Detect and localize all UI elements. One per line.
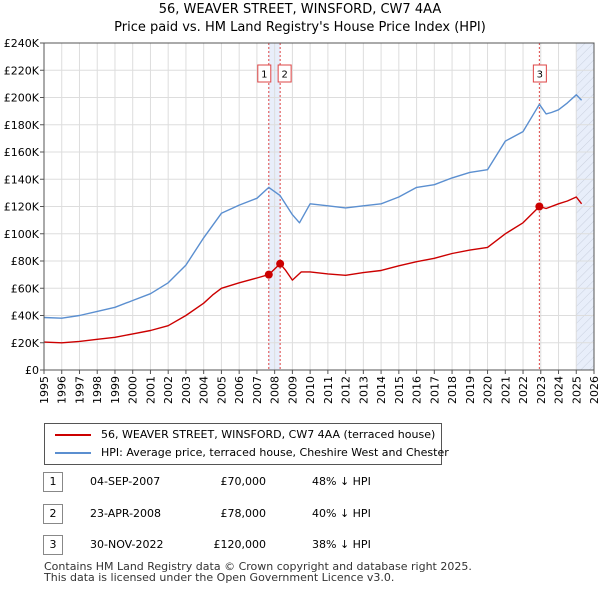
transaction-price: £70,000 [220,475,267,488]
x-tick-label: 2018 [446,376,459,404]
marker-number: 2 [281,70,287,81]
transaction-price: £78,000 [220,507,267,520]
chart-area: 1 2 3 £0 £20K £40K £60K £80K £100K £120K £140K £16… [4,37,600,404]
marker-label: 2 [277,64,292,83]
transaction-date: 04-SEP-2007 [90,475,161,488]
marker-number: 1 [261,70,267,81]
x-tick-label: 2015 [393,376,406,404]
marker-number: 3 [537,70,543,81]
marker-box [257,64,272,83]
transaction-number: 3 [43,535,63,555]
transaction-hpi: 48% ↓ HPI [312,475,371,488]
x-tick-label: 2005 [215,376,228,404]
x-tick-label: 2012 [340,376,353,404]
x-tick-label: 2024 [553,376,566,404]
x-tick-label: 2023 [535,376,548,404]
y-tick-label: £240K [4,37,40,50]
legend-price-swatch [55,434,91,436]
x-tick-label: 2026 [588,376,600,404]
x-tick-label: 2003 [180,376,193,404]
x-tick-label: 2004 [198,376,211,404]
x-tick-label: 2006 [233,376,246,404]
y-tick-label: £220K [4,64,40,77]
x-tick-label: 2009 [286,376,299,404]
transaction-row: 2 23-APR-2008 £78,000 40% ↓ HPI [0,498,600,530]
x-tick-label: 1996 [56,376,69,404]
marker-box [532,64,547,83]
legend-hpi-label: HPI: Average price, terraced house, Ches… [101,446,449,459]
x-tick-label: 2025 [570,376,583,404]
x-tick-label: 2011 [322,376,335,404]
transaction-date: 30-NOV-2022 [90,538,164,551]
transaction-date: 23-APR-2008 [90,507,162,520]
x-tick-label: 2007 [251,376,264,404]
x-tick-label: 1998 [91,376,104,404]
transaction-row: 3 30-NOV-2022 £120,000 38% ↓ HPI [0,529,600,561]
price-line [43,196,583,344]
y-tick-label: £40K [11,310,40,323]
sale-point [535,202,544,211]
transaction-row: 1 04-SEP-2007 £70,000 48% ↓ HPI [0,466,600,498]
legend: 56, WEAVER STREET, WINSFORD, CW7 4AA (te… [44,423,449,465]
transaction-price: £120,000 [213,538,267,551]
marker-box [277,64,292,83]
y-tick-label: £100K [4,228,40,241]
y-tick-label: £0 [25,364,39,377]
x-tick-label: 2001 [144,376,157,404]
marker-label: 3 [532,64,547,83]
chart-subtitle: Price paid vs. HM Land Registry's House … [114,20,486,35]
x-tick-label: 2021 [499,376,512,404]
x-tick-label: 2008 [269,376,282,404]
legend-price-label: 56, WEAVER STREET, WINSFORD, CW7 4AA (te… [101,428,436,441]
y-tick-label: £140K [4,173,40,186]
sale-point [264,270,273,279]
y-tick-label: £80K [11,255,40,268]
x-tick-label: 2017 [428,376,441,404]
transaction-hpi: 40% ↓ HPI [312,507,371,520]
x-tick-label: 2013 [357,376,370,404]
x-tick-label: 2010 [304,376,317,404]
x-tick-label: 1999 [109,376,122,404]
transaction-number: 1 [43,472,63,492]
chart-title: 56, WEAVER STREET, WINSFORD, CW7 4AA [158,2,442,17]
x-tick-label: 2019 [464,376,477,404]
transaction-hpi: 38% ↓ HPI [312,538,371,551]
y-tick-label: £200K [4,92,40,105]
y-tick-label: £120K [4,201,40,214]
x-tick-label: 2020 [482,376,495,404]
y-tick-label: £20K [11,337,40,350]
y-tick-label: £160K [4,146,40,159]
x-tick-label: 2000 [127,376,140,404]
x-tick-label: 2016 [411,376,424,404]
footer-copyright: Contains HM Land Registry data © Crown c… [44,560,472,573]
legend-hpi-swatch [55,452,91,454]
y-tick-label: £60K [11,282,40,295]
sale-point [276,259,285,268]
x-tick-label: 2014 [375,376,388,404]
x-tick-label: 1997 [73,376,86,404]
transaction-number: 2 [43,504,63,524]
marker-label: 1 [257,64,272,83]
y-tick-label: £180K [4,119,40,132]
footer-licence: This data is licensed under the Open Gov… [44,571,395,584]
x-tick-label: 1995 [38,376,51,404]
x-tick-label: 2002 [162,376,175,404]
x-tick-label: 2022 [517,376,530,404]
hpi-line [43,94,583,319]
